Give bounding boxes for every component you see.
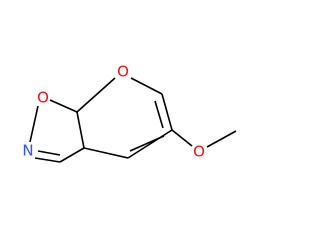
atom-label: O [117,63,129,81]
bond [171,129,193,147]
bond [129,135,165,152]
bond [34,157,61,163]
atom-label: O [193,143,205,161]
bond [154,100,164,129]
bond [59,147,85,163]
molecule: O O N O [22,63,237,163]
bond [49,99,78,113]
bond [29,105,39,143]
atom-label: O [37,89,49,107]
bond [37,150,61,156]
bond [76,111,85,149]
bond [83,147,129,159]
bond [76,77,116,113]
bond [130,77,163,95]
bond [206,130,237,148]
bond [127,129,173,159]
atom-label: N [22,142,33,160]
bond [161,93,173,131]
bonds [29,77,237,163]
